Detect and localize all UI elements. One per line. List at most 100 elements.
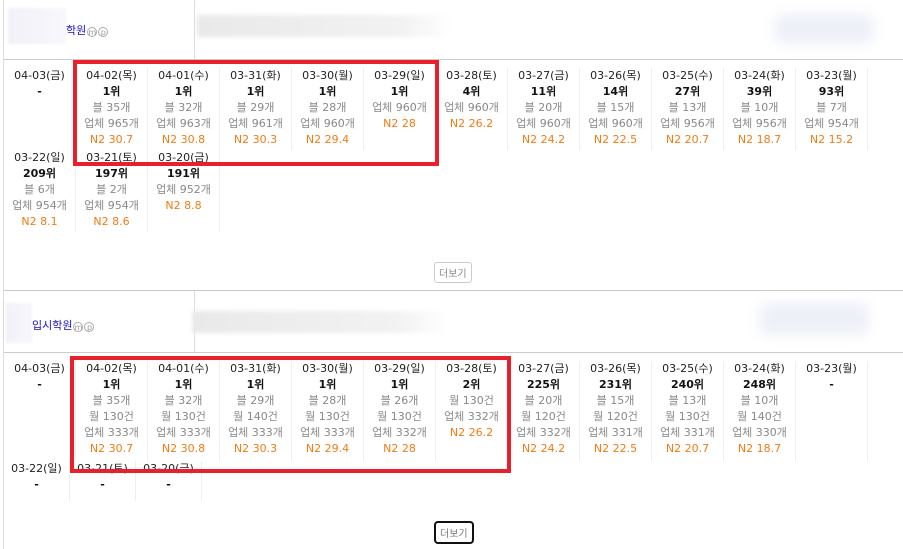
n2-score: N2 15.2 [809, 133, 854, 146]
blurred-info [759, 303, 869, 335]
blurred-keyword [8, 8, 66, 44]
date-label: 03-22(일) [11, 462, 62, 475]
date-label: 03-21(토) [86, 151, 137, 164]
date-label: 04-03(금) [14, 69, 65, 82]
n2-score: N2 22.5 [593, 442, 638, 455]
more-button[interactable]: 더보기 [434, 521, 474, 544]
n2-score: N2 30.3 [233, 442, 278, 455]
stat-line: 블 20개 [524, 394, 563, 407]
keyword-link[interactable]: 학원 m p [66, 22, 109, 38]
day-cell: 04-03(금) - [4, 361, 76, 461]
section-header: 입시학원 m p [4, 291, 903, 353]
day-cell: 03-27(금) 225위 블 20개 월 120건 업체 332개 N2 24.2 [508, 361, 580, 461]
date-label: 03-26(목) [590, 362, 641, 375]
stat-line: 월 120건 [593, 410, 638, 423]
stat-line: 블 35개 [92, 101, 131, 114]
keyword-section-1: 학원 m p 04-03(금) - 04-02(목) 1위 블 35개 업체 965개 N2 3… [3, 0, 903, 291]
rank-value: - [829, 378, 834, 391]
stat-line: 블 20개 [524, 101, 563, 114]
stat-line: 업체 960개 [516, 117, 571, 130]
stat-line: 업체 954개 [84, 199, 139, 212]
date-label: 03-31(화) [230, 362, 281, 375]
date-label: 03-28(토) [446, 69, 497, 82]
day-cell: 03-31(화) 1위 블 29개 월 140건 업체 333개 N2 30.3 [220, 361, 292, 461]
rank-value: 14위 [602, 85, 629, 98]
rank-row: 04-03(금) -04-02(목) 1위 블 35개 월 130건 업체 333개 N2 … [4, 353, 903, 461]
stat-line: 월 130건 [377, 410, 422, 423]
n2-score: N2 30.7 [89, 442, 134, 455]
stat-line: 업체 333개 [300, 426, 355, 439]
rank-value: 225위 [526, 378, 561, 391]
stat-line: 업체 963개 [156, 117, 211, 130]
n2-score: N2 30.8 [161, 133, 206, 146]
stat-line: 블 26개 [380, 394, 419, 407]
n2-score: N2 28 [383, 117, 416, 130]
date-label: 03-22(일) [14, 151, 65, 164]
n2-score: N2 20.7 [665, 442, 710, 455]
stat-line: 업체 333개 [156, 426, 211, 439]
stat-line: 블 6개 [24, 183, 55, 196]
date-label: 03-29(일) [374, 69, 425, 82]
rank-value: - [100, 478, 105, 491]
rank-value: 1위 [390, 85, 409, 98]
rank-value: 1위 [246, 378, 265, 391]
day-cell: 03-25(수) 27위 블 13개 업체 956개 N2 20.7 [652, 68, 724, 150]
rank-value: - [37, 85, 42, 98]
n2-score: N2 26.2 [449, 117, 494, 130]
stat-line: 블 10개 [740, 101, 779, 114]
rank-row: 03-22(일) 209위 블 6개 업체 954개 N2 8.1 03-21(토) 197… [4, 150, 903, 232]
stat-line: 블 13개 [668, 101, 707, 114]
keyword-name[interactable]: 입시학원 [32, 319, 73, 332]
rank-value: 248위 [742, 378, 777, 391]
rank-value: 39위 [746, 85, 773, 98]
blurred-keyword [6, 303, 32, 343]
n2-score: N2 18.7 [737, 133, 782, 146]
day-cell: 03-31(화) 1위 블 29개 업체 961개 N2 30.3 [220, 68, 292, 150]
stat-line: 업체 960개 [588, 117, 643, 130]
stat-line: 블 29개 [236, 394, 275, 407]
stat-line: 블 29개 [236, 101, 275, 114]
stat-line: 블 15개 [596, 101, 635, 114]
stat-line: 블 2개 [96, 183, 127, 196]
date-label: 03-21(토) [77, 462, 128, 475]
rank-row: 03-22(일) - 03-21(토) - 03-20(금) - [4, 461, 903, 501]
day-cell: 04-01(수) 1위 블 32개 업체 963개 N2 30.8 [148, 68, 220, 150]
rank-value: 1위 [102, 378, 121, 391]
rank-value: 240위 [670, 378, 705, 391]
keyword-link[interactable]: 입시학원 m p [32, 317, 95, 333]
n2-score: N2 24.2 [521, 442, 566, 455]
n2-score: N2 20.7 [665, 133, 710, 146]
stat-line: 업체 332개 [516, 426, 571, 439]
rank-value: 1위 [174, 85, 193, 98]
blurred-info [192, 311, 447, 333]
blurred-info [774, 14, 874, 44]
blurred-info [197, 15, 452, 37]
stat-line: 블 15개 [596, 394, 635, 407]
day-cell: 03-27(금) 11위 블 20개 업체 960개 N2 24.2 [508, 68, 580, 150]
rank-grid: 04-03(금) -04-02(목) 1위 블 35개 업체 965개 N2 30.7 04… [4, 60, 903, 232]
date-label: 03-27(금) [518, 69, 569, 82]
stat-line: 업체 332개 [444, 410, 499, 423]
day-cell: 03-20(금) 191위 업체 952개 N2 8.8 [148, 150, 220, 232]
section-header: 학원 m p [4, 0, 903, 60]
date-label: 03-23(월) [806, 362, 857, 375]
date-label: 03-24(화) [734, 362, 785, 375]
rank-value: 197위 [94, 167, 129, 180]
stat-line: 블 28개 [308, 394, 347, 407]
rank-value: 209위 [22, 167, 57, 180]
keyword-name[interactable]: 학원 [66, 24, 87, 37]
day-cell: 03-22(일) - [4, 461, 70, 501]
date-label: 03-30(월) [302, 69, 353, 82]
day-cell: 04-03(금) - [4, 68, 76, 150]
day-cell: 03-26(목) 231위 블 15개 월 120건 업체 331개 N2 22.5 [580, 361, 652, 461]
date-label: 04-03(금) [14, 362, 65, 375]
day-cell: 03-22(일) 209위 블 6개 업체 954개 N2 8.1 [4, 150, 76, 232]
date-label: 03-26(목) [590, 69, 641, 82]
n2-score: N2 30.3 [233, 133, 278, 146]
stat-line: 업체 952개 [156, 183, 211, 196]
more-button[interactable]: 더보기 [434, 262, 472, 283]
stat-line: 월 130건 [305, 410, 350, 423]
date-label: 03-20(금) [143, 462, 194, 475]
date-label: 03-23(월) [806, 69, 857, 82]
date-label: 04-01(수) [158, 69, 209, 82]
